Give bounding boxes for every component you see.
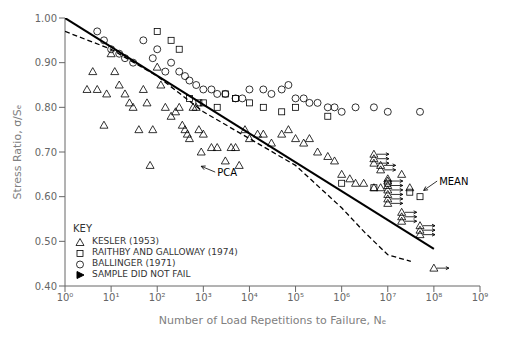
svg-text:10⁶: 10⁶	[333, 292, 350, 303]
svg-text:0.60: 0.60	[35, 191, 57, 202]
svg-text:10³: 10³	[195, 292, 212, 303]
svg-text:10⁷: 10⁷	[379, 292, 396, 303]
svg-text:0.80: 0.80	[35, 102, 57, 113]
svg-text:0.50: 0.50	[35, 236, 57, 247]
html-text:RAITHBY AND GALLOWAY (1974): RAITHBY AND GALLOWAY (1974)	[92, 247, 238, 257]
svg-text:Stress Ratio, σ/Sₑ: Stress Ratio, σ/Sₑ	[11, 105, 24, 200]
svg-text:10⁰: 10⁰	[57, 292, 74, 303]
svg-text:PCA: PCA	[217, 167, 237, 178]
svg-text:10¹: 10¹	[103, 292, 120, 303]
svg-text:0.70: 0.70	[35, 147, 57, 158]
svg-text:Number of Load Repetitions to: Number of Load Repetitions to Failure, N…	[159, 314, 387, 327]
svg-text:10²: 10²	[149, 292, 166, 303]
svg-text:0.40: 0.40	[35, 281, 57, 292]
html-text:SAMPLE DID NOT FAIL: SAMPLE DID NOT FAIL	[92, 269, 191, 279]
svg-text:10⁸: 10⁸	[426, 292, 443, 303]
html-text:BALLINGER (1971): BALLINGER (1971)	[92, 258, 176, 268]
svg-text:10⁵: 10⁵	[287, 292, 304, 303]
svg-text:1.00: 1.00	[35, 13, 57, 24]
svg-text:10⁹: 10⁹	[472, 292, 489, 303]
html-text:KESLER (1953): KESLER (1953)	[92, 236, 159, 246]
svg-text:MEAN: MEAN	[439, 176, 468, 187]
svg-text:10⁴: 10⁴	[241, 292, 258, 303]
html-text:KEY: KEY	[73, 223, 92, 234]
svg-text:0.90: 0.90	[35, 57, 57, 68]
